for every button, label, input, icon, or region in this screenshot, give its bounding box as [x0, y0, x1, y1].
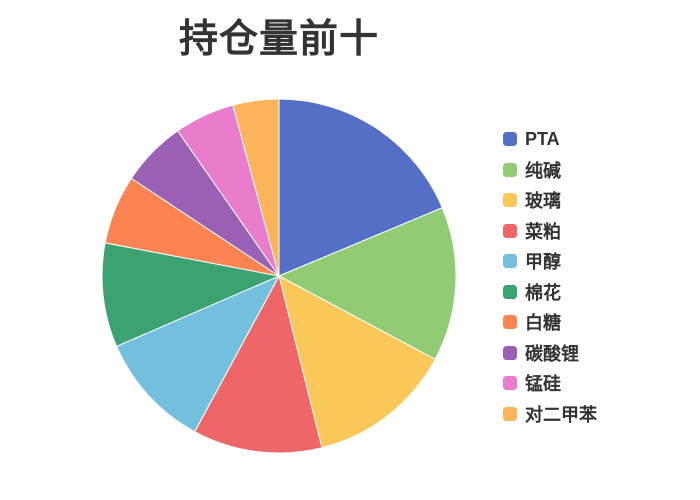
legend-marker-icon [503, 406, 517, 421]
legend-label: 甲醇 [525, 252, 561, 273]
chart-title: 持仓量前十 [178, 18, 379, 61]
legend-marker-icon [503, 162, 517, 177]
legend-item-纯碱[interactable]: 纯碱 [503, 155, 597, 186]
legend-item-碳酸锂[interactable]: 碳酸锂 [503, 338, 597, 369]
legend-marker-icon [503, 223, 517, 238]
legend-label: PTA [525, 128, 560, 149]
pie-slice-对二甲苯[interactable] [232, 98, 280, 277]
legend-marker-icon [503, 284, 517, 299]
legend-label: 白糖 [525, 313, 561, 334]
legend-marker-icon [503, 132, 517, 147]
legend-item-菜粕[interactable]: 菜粕 [503, 216, 597, 247]
pie-slice-PTA[interactable] [278, 98, 443, 277]
legend-label: 玻璃 [525, 191, 561, 212]
legend-marker-icon [503, 315, 517, 330]
legend-marker-icon [503, 376, 517, 391]
legend-label: 纯碱 [525, 160, 561, 181]
legend-label: 碳酸锂 [525, 343, 579, 364]
legend-item-对二甲苯[interactable]: 对二甲苯 [503, 399, 597, 430]
pie-slice-玻璃[interactable] [278, 275, 436, 449]
legend-label: 锰硅 [525, 374, 561, 395]
legend: PTA 纯碱玻璃菜粕甲醇棉花白糖碳酸锂锰硅对二甲苯 [503, 124, 597, 429]
legend-marker-icon [503, 193, 517, 208]
pie-chart [101, 98, 457, 454]
legend-label: 菜粕 [525, 221, 561, 242]
legend-marker-icon [503, 345, 517, 360]
pie-slice-纯碱[interactable] [278, 207, 457, 360]
legend-label: 棉花 [525, 282, 561, 303]
legend-item-PTA[interactable]: PTA [503, 124, 597, 155]
legend-item-玻璃[interactable]: 玻璃 [503, 185, 597, 216]
legend-label: 对二甲苯 [525, 404, 597, 425]
pie-slice-甲醇[interactable] [116, 275, 280, 433]
legend-item-棉花[interactable]: 棉花 [503, 277, 597, 308]
legend-item-白糖[interactable]: 白糖 [503, 307, 597, 338]
legend-marker-icon [503, 254, 517, 269]
pie-slice-菜粕[interactable] [194, 275, 323, 454]
legend-item-锰硅[interactable]: 锰硅 [503, 368, 597, 399]
pie-slice-棉花[interactable] [101, 242, 280, 347]
legend-item-甲醇[interactable]: 甲醇 [503, 246, 597, 277]
